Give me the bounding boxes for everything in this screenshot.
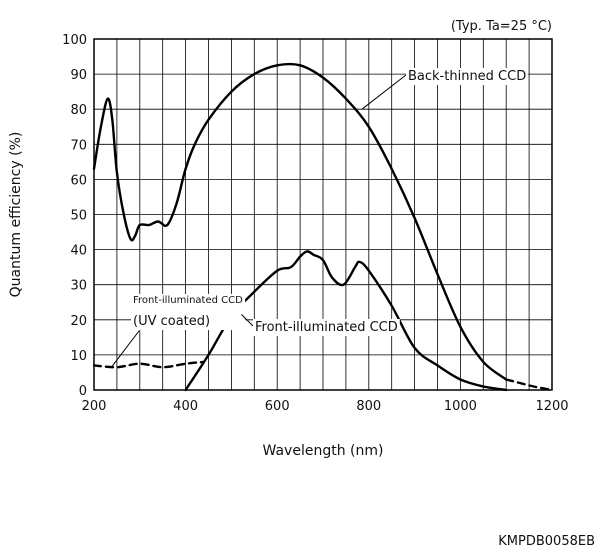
- back-thinned-leader: [361, 74, 407, 110]
- x-tick-label: 800: [356, 399, 381, 414]
- front-illuminated-label-bg: [253, 319, 400, 336]
- y-tick-label: 50: [70, 209, 87, 224]
- series-line-3: [184, 250, 508, 392]
- x-tick-label: 1200: [535, 399, 568, 414]
- y-tick-label: 20: [70, 314, 87, 329]
- front-illuminated-leader: [241, 314, 254, 327]
- series-line-1: [505, 378, 554, 392]
- back-thinned-label: Back-thinned CCD: [408, 69, 526, 84]
- y-tick-label: 0: [79, 384, 87, 399]
- front-illuminated-label: Front-illuminated CCD: [255, 320, 398, 335]
- y-tick-label: 100: [62, 33, 87, 48]
- y-axis-label: Quantum efficiency (%): [8, 132, 24, 298]
- y-tick-label: 30: [70, 279, 87, 294]
- y-tick-label: 40: [70, 244, 87, 259]
- front-uv-label-line2: (UV coated): [133, 314, 210, 329]
- grid-lines: [94, 39, 552, 390]
- x-tick-label: 600: [265, 399, 290, 414]
- y-tick-label: 90: [70, 68, 87, 83]
- series-line-2: [92, 360, 206, 369]
- y-tick-label: 70: [70, 138, 87, 153]
- front-uv-label-bg: [131, 294, 246, 330]
- annotations: Back-thinned CCD Front-illuminated CCD (…: [111, 68, 529, 368]
- condition-note: (Typ. Ta=25 °C): [451, 19, 552, 34]
- y-tick-label: 60: [70, 173, 87, 188]
- plot-frame: [93, 38, 553, 391]
- x-tick-label: 200: [82, 399, 107, 414]
- x-tick-label: 1000: [444, 399, 477, 414]
- front-uv-label-line1: Front-illuminated CCD: [133, 295, 243, 306]
- series-lines: [92, 62, 554, 392]
- back-thinned-label-bg: [406, 68, 529, 85]
- y-tick-label: 80: [70, 103, 87, 118]
- front-uv-leader: [111, 330, 140, 368]
- x-axis-label: Wavelength (nm): [263, 443, 384, 459]
- series-line-0: [92, 62, 508, 381]
- tick-labels: 0 10 20 30 40 50 60 70 80 90 100 200 400 600 800 1000 12…: [62, 33, 568, 414]
- y-tick-label: 10: [70, 349, 87, 364]
- document-code: KMPDB0058EB: [498, 534, 595, 549]
- x-tick-label: 400: [173, 399, 198, 414]
